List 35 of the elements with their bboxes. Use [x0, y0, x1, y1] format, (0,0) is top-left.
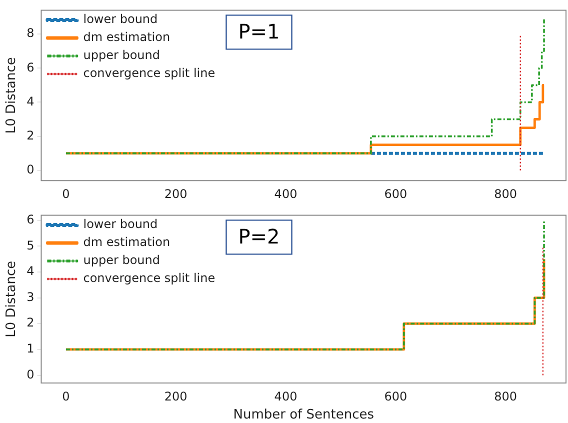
x-tick-label: 400: [274, 389, 298, 404]
x-tick-label: 0: [62, 389, 70, 404]
x-tick-label: 600: [384, 389, 408, 404]
x-tick-label: 200: [164, 389, 188, 404]
x-tick-label: 800: [494, 186, 518, 201]
legend-label: lower bound: [83, 217, 158, 232]
x-tick-label: 400: [274, 186, 298, 201]
x-tick-label: 200: [164, 186, 188, 201]
y-tick-label: 2: [26, 316, 34, 330]
y-axis-title: L0 Distance: [4, 260, 20, 338]
legend-label: upper bound: [83, 48, 160, 62]
y-tick-label: 5: [26, 238, 34, 252]
y-tick-label: 0: [26, 162, 34, 176]
legend-label: dm estimation: [83, 30, 170, 44]
legend-label: convergence split line: [83, 66, 216, 80]
legend-label: upper bound: [83, 253, 160, 268]
annotation: P=2: [238, 224, 280, 248]
y-tick-label: 1: [26, 342, 34, 356]
y-tick-label: 4: [26, 264, 34, 278]
y-tick-label: 4: [26, 94, 34, 108]
x-tick-label: 600: [384, 186, 408, 201]
y-tick-label: 0: [26, 367, 34, 382]
y-axis-title: L0 Distance: [4, 57, 20, 134]
y-tick-label: 3: [26, 290, 34, 304]
y-tick-label: 6: [26, 212, 34, 226]
x-tick-label: 0: [62, 186, 70, 201]
y-tick-label: 6: [26, 60, 34, 74]
legend-label: convergence split line: [83, 271, 216, 286]
x-axis-title: Number of Sentences: [233, 408, 374, 423]
y-tick-label: 2: [26, 128, 34, 142]
legend-label: dm estimation: [83, 235, 170, 250]
x-tick-label: 800: [494, 389, 518, 404]
annotation: P=1: [238, 19, 280, 44]
y-tick-label: 8: [26, 26, 34, 40]
legend-label: lower bound: [83, 12, 158, 26]
